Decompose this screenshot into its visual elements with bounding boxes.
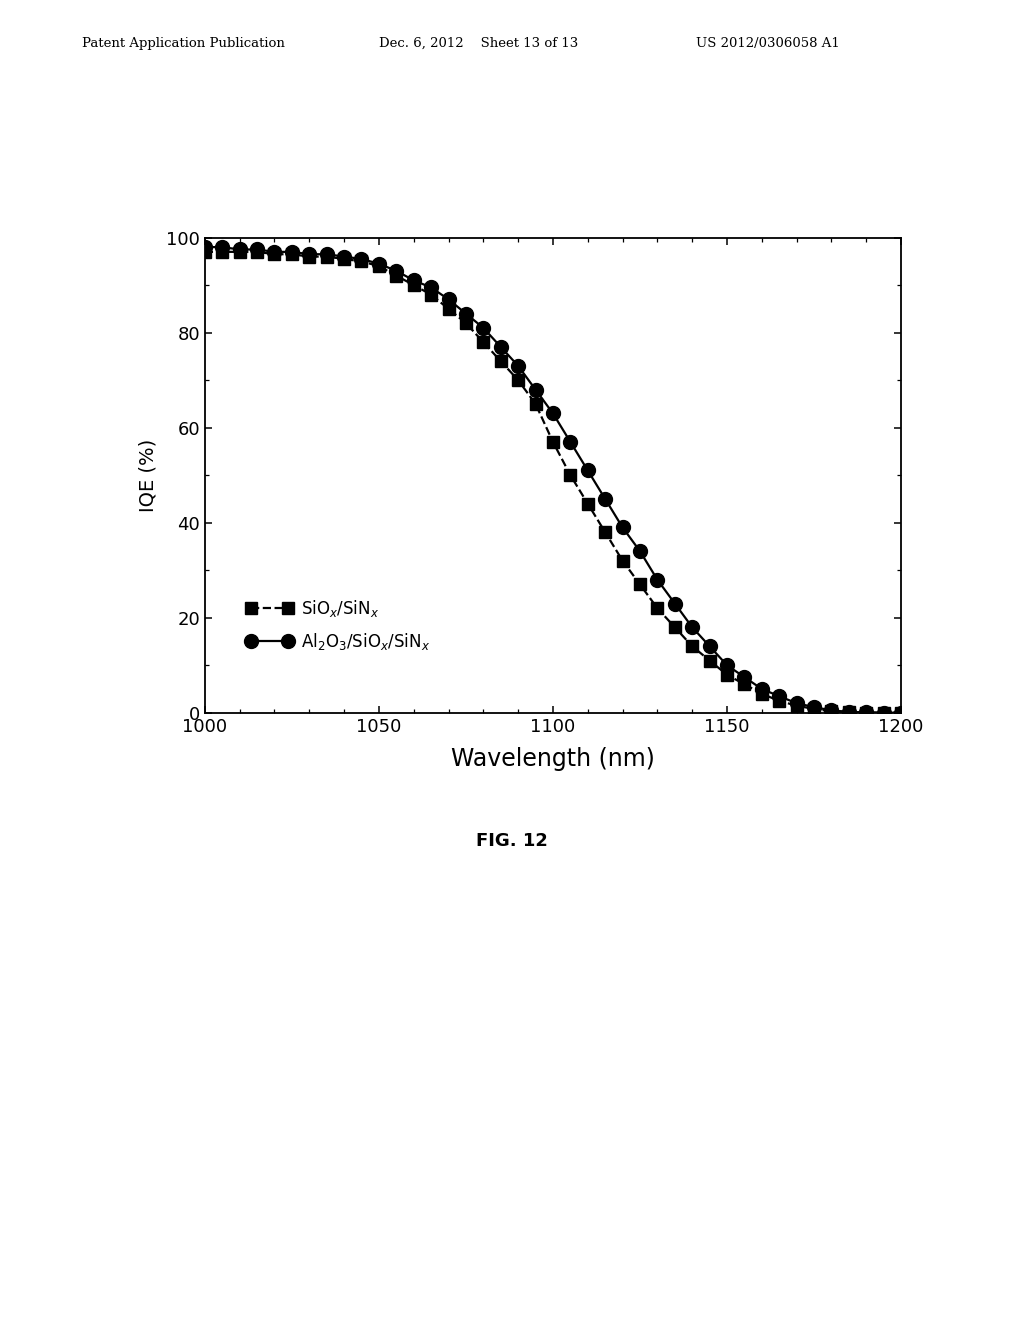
SiO$_x$/SiN$_x$	[756, 686, 768, 702]
Al$_2$O$_3$/SiO$_x$/SiN$_x$	[669, 595, 681, 611]
SiO$_x$/SiN$_x$	[825, 704, 838, 719]
Al$_2$O$_3$/SiO$_x$/SiN$_x$	[825, 702, 838, 718]
SiO$_x$/SiN$_x$	[843, 704, 855, 719]
Al$_2$O$_3$/SiO$_x$/SiN$_x$	[773, 688, 785, 704]
Al$_2$O$_3$/SiO$_x$/SiN$_x$	[442, 292, 455, 308]
Al$_2$O$_3$/SiO$_x$/SiN$_x$	[512, 358, 524, 374]
Al$_2$O$_3$/SiO$_x$/SiN$_x$	[895, 705, 907, 721]
Text: Patent Application Publication: Patent Application Publication	[82, 37, 285, 50]
Al$_2$O$_3$/SiO$_x$/SiN$_x$	[651, 572, 664, 587]
Al$_2$O$_3$/SiO$_x$/SiN$_x$	[547, 405, 559, 421]
Al$_2$O$_3$/SiO$_x$/SiN$_x$	[268, 244, 281, 260]
SiO$_x$/SiN$_x$	[773, 693, 785, 709]
SiO$_x$/SiN$_x$	[477, 334, 489, 350]
SiO$_x$/SiN$_x$	[460, 315, 472, 331]
X-axis label: Wavelength (nm): Wavelength (nm)	[451, 747, 655, 771]
SiO$_x$/SiN$_x$	[651, 601, 664, 616]
Al$_2$O$_3$/SiO$_x$/SiN$_x$	[686, 619, 698, 635]
Al$_2$O$_3$/SiO$_x$/SiN$_x$	[721, 657, 733, 673]
SiO$_x$/SiN$_x$	[721, 667, 733, 682]
SiO$_x$/SiN$_x$	[582, 496, 594, 512]
SiO$_x$/SiN$_x$	[686, 639, 698, 655]
SiO$_x$/SiN$_x$	[808, 701, 820, 717]
Al$_2$O$_3$/SiO$_x$/SiN$_x$	[338, 248, 350, 264]
Al$_2$O$_3$/SiO$_x$/SiN$_x$	[703, 639, 716, 655]
Al$_2$O$_3$/SiO$_x$/SiN$_x$	[791, 696, 803, 711]
Y-axis label: IQE (%): IQE (%)	[138, 438, 158, 512]
Al$_2$O$_3$/SiO$_x$/SiN$_x$	[321, 247, 333, 263]
SiO$_x$/SiN$_x$	[251, 244, 263, 260]
SiO$_x$/SiN$_x$	[738, 676, 751, 692]
SiO$_x$/SiN$_x$	[268, 247, 281, 263]
Text: US 2012/0306058 A1: US 2012/0306058 A1	[696, 37, 840, 50]
Al$_2$O$_3$/SiO$_x$/SiN$_x$	[373, 256, 385, 272]
Al$_2$O$_3$/SiO$_x$/SiN$_x$	[616, 520, 629, 536]
Al$_2$O$_3$/SiO$_x$/SiN$_x$	[425, 280, 437, 296]
SiO$_x$/SiN$_x$	[216, 244, 228, 260]
SiO$_x$/SiN$_x$	[355, 253, 368, 269]
SiO$_x$/SiN$_x$	[303, 248, 315, 264]
Line: Al$_2$O$_3$/SiO$_x$/SiN$_x$: Al$_2$O$_3$/SiO$_x$/SiN$_x$	[198, 240, 908, 719]
Al$_2$O$_3$/SiO$_x$/SiN$_x$	[756, 681, 768, 697]
Al$_2$O$_3$/SiO$_x$/SiN$_x$	[303, 247, 315, 263]
Al$_2$O$_3$/SiO$_x$/SiN$_x$	[460, 306, 472, 322]
SiO$_x$/SiN$_x$	[286, 247, 298, 263]
SiO$_x$/SiN$_x$	[878, 705, 890, 721]
Al$_2$O$_3$/SiO$_x$/SiN$_x$	[477, 319, 489, 335]
SiO$_x$/SiN$_x$	[599, 524, 611, 540]
SiO$_x$/SiN$_x$	[791, 698, 803, 714]
Al$_2$O$_3$/SiO$_x$/SiN$_x$	[738, 669, 751, 685]
SiO$_x$/SiN$_x$	[425, 286, 437, 302]
SiO$_x$/SiN$_x$	[408, 277, 420, 293]
SiO$_x$/SiN$_x$	[373, 259, 385, 275]
Al$_2$O$_3$/SiO$_x$/SiN$_x$	[286, 244, 298, 260]
Al$_2$O$_3$/SiO$_x$/SiN$_x$	[251, 242, 263, 257]
SiO$_x$/SiN$_x$	[703, 652, 716, 668]
Al$_2$O$_3$/SiO$_x$/SiN$_x$	[860, 705, 872, 721]
SiO$_x$/SiN$_x$	[390, 268, 402, 284]
Al$_2$O$_3$/SiO$_x$/SiN$_x$	[390, 263, 402, 279]
SiO$_x$/SiN$_x$	[547, 434, 559, 450]
Al$_2$O$_3$/SiO$_x$/SiN$_x$	[529, 381, 542, 397]
Al$_2$O$_3$/SiO$_x$/SiN$_x$	[233, 242, 246, 257]
SiO$_x$/SiN$_x$	[634, 577, 646, 593]
Al$_2$O$_3$/SiO$_x$/SiN$_x$	[634, 544, 646, 560]
SiO$_x$/SiN$_x$	[233, 244, 246, 260]
SiO$_x$/SiN$_x$	[616, 553, 629, 569]
SiO$_x$/SiN$_x$	[512, 372, 524, 388]
Al$_2$O$_3$/SiO$_x$/SiN$_x$	[878, 705, 890, 721]
SiO$_x$/SiN$_x$	[495, 354, 507, 370]
Line: SiO$_x$/SiN$_x$: SiO$_x$/SiN$_x$	[200, 247, 906, 718]
SiO$_x$/SiN$_x$	[321, 248, 333, 264]
Text: Dec. 6, 2012    Sheet 13 of 13: Dec. 6, 2012 Sheet 13 of 13	[379, 37, 579, 50]
SiO$_x$/SiN$_x$	[199, 244, 211, 260]
Legend: SiO$_x$/SiN$_x$, Al$_2$O$_3$/SiO$_x$/SiN$_x$: SiO$_x$/SiN$_x$, Al$_2$O$_3$/SiO$_x$/SiN…	[241, 593, 435, 657]
Al$_2$O$_3$/SiO$_x$/SiN$_x$	[599, 491, 611, 507]
Al$_2$O$_3$/SiO$_x$/SiN$_x$	[355, 251, 368, 267]
Al$_2$O$_3$/SiO$_x$/SiN$_x$	[582, 462, 594, 478]
Text: FIG. 12: FIG. 12	[476, 832, 548, 850]
SiO$_x$/SiN$_x$	[529, 396, 542, 412]
SiO$_x$/SiN$_x$	[442, 301, 455, 317]
SiO$_x$/SiN$_x$	[860, 705, 872, 721]
Al$_2$O$_3$/SiO$_x$/SiN$_x$	[408, 272, 420, 288]
SiO$_x$/SiN$_x$	[669, 619, 681, 635]
Al$_2$O$_3$/SiO$_x$/SiN$_x$	[216, 239, 228, 255]
SiO$_x$/SiN$_x$	[564, 467, 577, 483]
SiO$_x$/SiN$_x$	[338, 251, 350, 267]
Al$_2$O$_3$/SiO$_x$/SiN$_x$	[495, 339, 507, 355]
Al$_2$O$_3$/SiO$_x$/SiN$_x$	[564, 434, 577, 450]
Al$_2$O$_3$/SiO$_x$/SiN$_x$	[199, 239, 211, 255]
Al$_2$O$_3$/SiO$_x$/SiN$_x$	[808, 700, 820, 715]
Al$_2$O$_3$/SiO$_x$/SiN$_x$	[843, 704, 855, 719]
SiO$_x$/SiN$_x$	[895, 705, 907, 721]
